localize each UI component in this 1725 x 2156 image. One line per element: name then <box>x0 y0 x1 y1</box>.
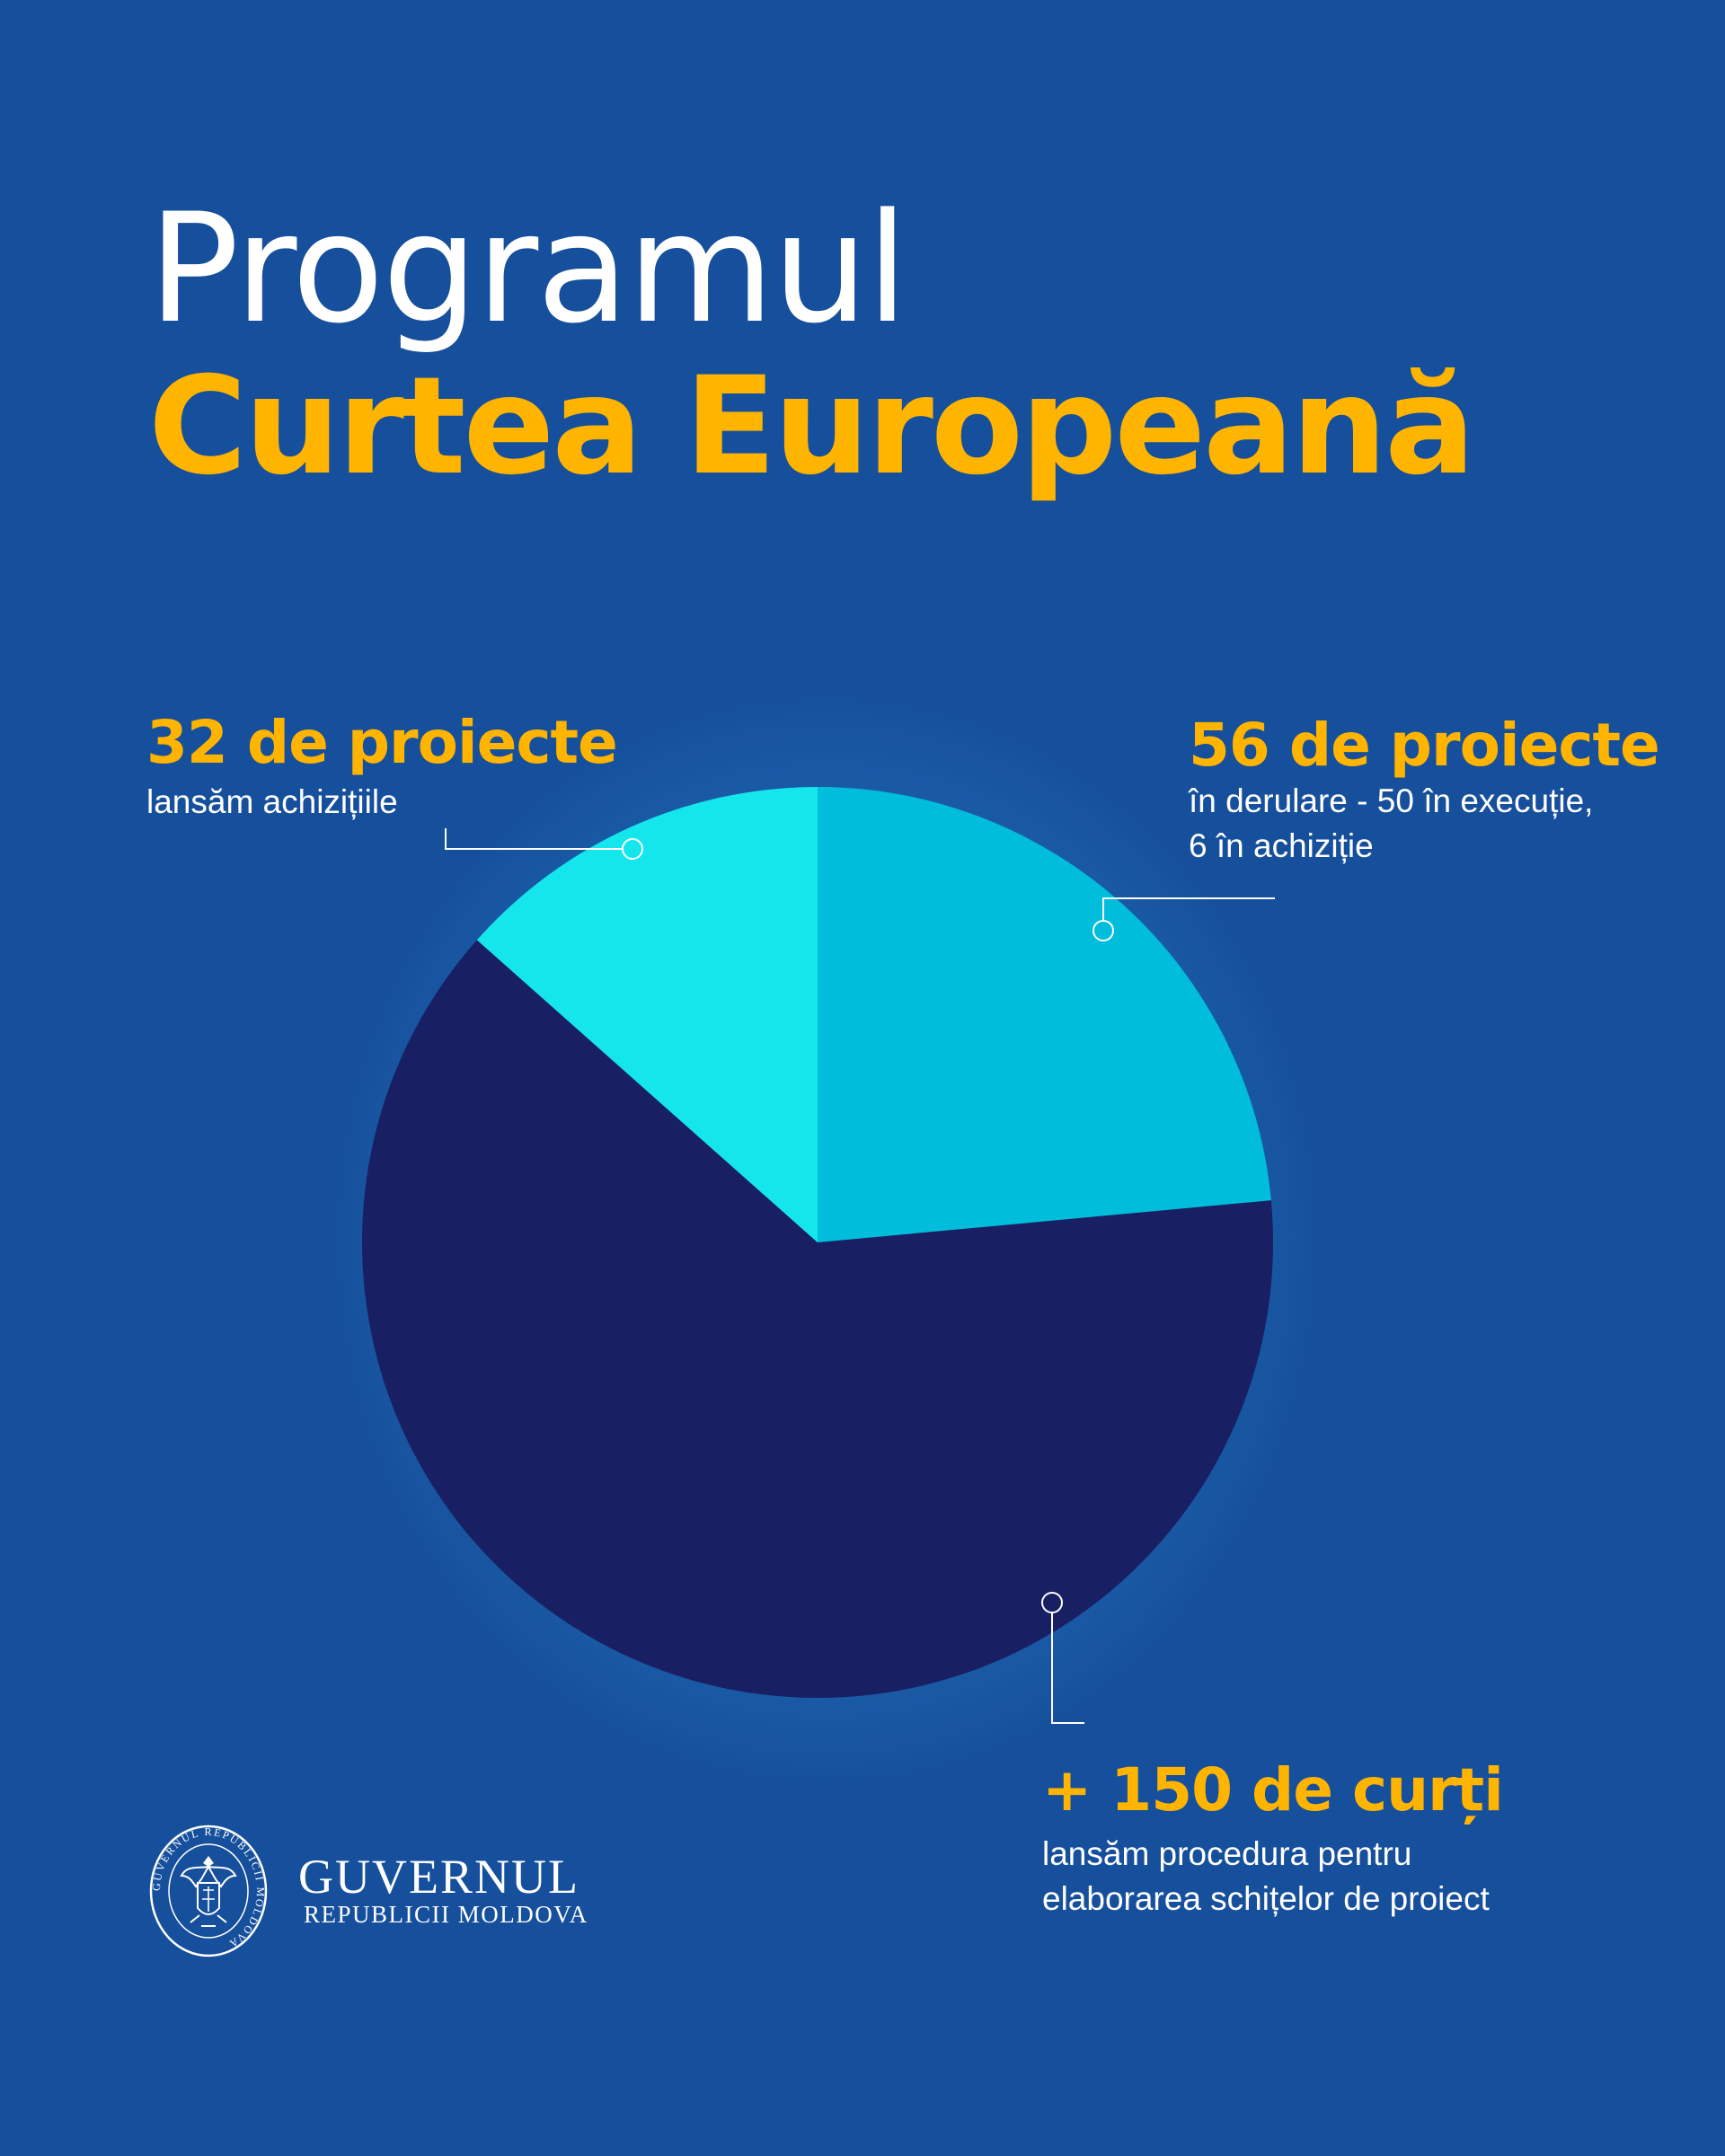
leader-marker-courtyards <box>1041 1592 1063 1613</box>
slice-description-launch-procurement: lansăm achizițiile <box>146 783 398 820</box>
government-seal-icon: GUVERNUL REPUBLICII MOLDOVA <box>149 1825 268 1957</box>
logo-subtitle: REPUBLICII MOLDOVA <box>304 1901 588 1928</box>
leader-line-courtyards <box>1051 1613 1084 1724</box>
leader-marker-in-progress <box>1092 920 1114 941</box>
page-title-line1: Programul <box>148 181 908 357</box>
leader-line-launch-procurement <box>445 828 623 850</box>
leader-marker-launch-procurement <box>622 838 643 860</box>
pie-slice-launch-procurement <box>476 787 818 1242</box>
slice-label-launch-procurement: 32 de proiecte <box>146 708 618 777</box>
page-title-line2: Curtea Europeană <box>148 349 1475 505</box>
pie-slice-in-progress <box>818 787 1271 1242</box>
slice-description-in-progress: în derulare - 50 în execuție, 6 în achiz… <box>1189 782 1594 864</box>
logo-name: GUVERNUL <box>298 1850 579 1904</box>
pie-slice-courtyards <box>362 940 1273 1698</box>
slice-label-in-progress: 56 de proiecte <box>1189 711 1660 780</box>
leader-line-in-progress <box>1102 897 1275 921</box>
slice-description-courtyards: lansăm procedura pentru elaborarea schiț… <box>1042 1835 1490 1917</box>
slice-label-courtyards: + 150 de curți <box>1042 1755 1504 1825</box>
